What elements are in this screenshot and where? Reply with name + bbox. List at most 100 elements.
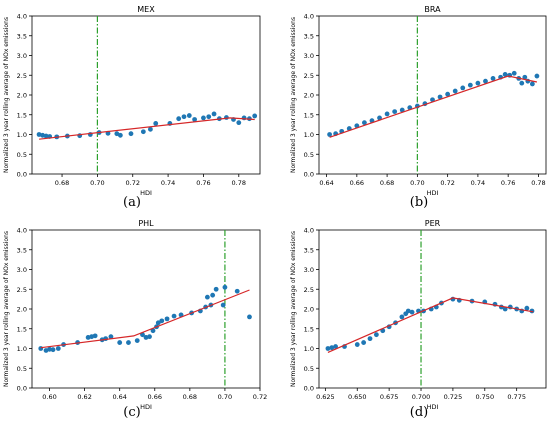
y-tick-label: 2.5 [304,72,314,80]
x-axis-label: HDI [140,189,152,197]
x-tick-label: 0.70 [410,179,424,187]
y-tick-label: 1.0 [17,345,27,353]
data-point [524,305,530,311]
y-tick-label: 1.0 [304,345,314,353]
x-tick-label: 0.72 [440,179,454,187]
data-point [134,338,140,343]
x-tick-label: 0.650 [348,393,367,401]
data-point [108,334,114,340]
y-tick-label: 0.0 [304,171,314,179]
x-tick-label: 0.74 [471,179,485,187]
data-point [150,328,156,334]
y-axis-label: Normalized 3 year rolling average of NOx… [3,17,10,173]
y-tick-label: 3.5 [17,32,27,40]
data-point [220,302,226,308]
data-point [236,120,242,126]
y-tick-label: 2.5 [17,72,27,80]
y-tick-label: 4.0 [304,227,314,235]
x-tick-label: 0.70 [90,179,104,187]
data-point [128,131,134,137]
y-tick-label: 2.5 [304,286,314,294]
chart-title: BRA [424,5,441,14]
data-point [153,121,159,126]
data-point [399,314,405,320]
data-point [148,126,153,132]
data-point [361,340,367,345]
panel-letter: (b) [410,195,428,210]
data-point [460,85,466,91]
y-tick-label: 3.0 [304,52,314,60]
data-point [327,132,332,137]
x-tick-label: 0.72 [253,393,267,401]
data-point [234,288,240,294]
x-tick-label: 0.78 [531,179,545,187]
y-tick-label: 3.5 [304,32,314,40]
x-axis-label: HDI [427,403,439,411]
y-tick-label: 0.5 [17,365,27,373]
panel-letter: (a) [123,195,141,210]
data-point [373,332,379,338]
x-tick-label: 0.76 [501,179,515,187]
data-point [452,88,458,94]
chart-panel-1: 0.0 0.5 1.0 1.5 2.0 2.5 3.0 3.5 4.0 0.68 0.70 0.72 0… [3,5,261,210]
data-point [55,346,61,351]
y-tick-label: 4.0 [304,13,314,21]
x-tick-label: 0.66 [350,179,364,187]
data-point [502,72,508,77]
data-point [92,333,98,339]
data-point [405,308,411,314]
data-point [50,347,56,353]
data-point [147,334,152,340]
y-tick-label: 3.5 [304,246,314,254]
plot-frame [31,15,261,175]
x-tick-label: 0.64 [112,393,126,401]
data-point [367,336,373,342]
data-point [103,336,109,342]
y-axis-label: Normalized 3 year rolling average of NOx… [3,231,10,387]
data-point [164,316,170,322]
data-point [192,117,198,122]
fit-line [329,75,538,138]
y-tick-label: 2.5 [17,286,27,294]
data-point [502,306,508,312]
x-tick-label: 0.74 [161,179,175,187]
data-point [362,120,367,126]
y-tick-label: 1.0 [304,131,314,139]
y-tick-label: 4.0 [17,13,27,21]
data-point [171,313,177,319]
data-point [204,294,210,300]
data-point [47,346,52,352]
data-point [211,111,217,117]
y-tick-label: 0.0 [304,385,314,393]
data-point [155,320,161,326]
x-tick-label: 0.775 [507,393,526,401]
y-tick-label: 1.5 [17,325,27,333]
data-point [159,318,165,324]
y-tick-label: 0.0 [17,385,27,393]
x-tick-label: 0.700 [412,393,431,401]
plot-frame [31,229,261,389]
data-point [140,129,146,135]
y-tick-label: 3.0 [17,52,27,60]
data-point [445,91,451,97]
data-point [241,115,247,121]
x-tick-label: 0.60 [42,393,56,401]
x-tick-label: 0.70 [218,393,232,401]
y-tick-label: 3.0 [17,266,27,274]
data-point [519,80,525,86]
y-tick-label: 1.5 [17,111,27,119]
x-tick-label: 0.62 [77,393,91,401]
data-point [333,344,338,349]
data-point [392,109,398,114]
x-tick-label: 0.725 [444,393,463,401]
chart-panel-4: 0.0 0.5 1.0 1.5 2.0 2.5 3.0 3.5 4.0 0.625 0.650 0.6… [290,219,547,420]
y-tick-label: 1.5 [304,111,314,119]
data-point [252,113,258,119]
data-point [437,94,443,100]
chart-title: PER [425,219,441,228]
data-point [399,107,405,113]
data-point [117,340,123,345]
data-point [475,80,481,86]
data-point [206,114,212,120]
